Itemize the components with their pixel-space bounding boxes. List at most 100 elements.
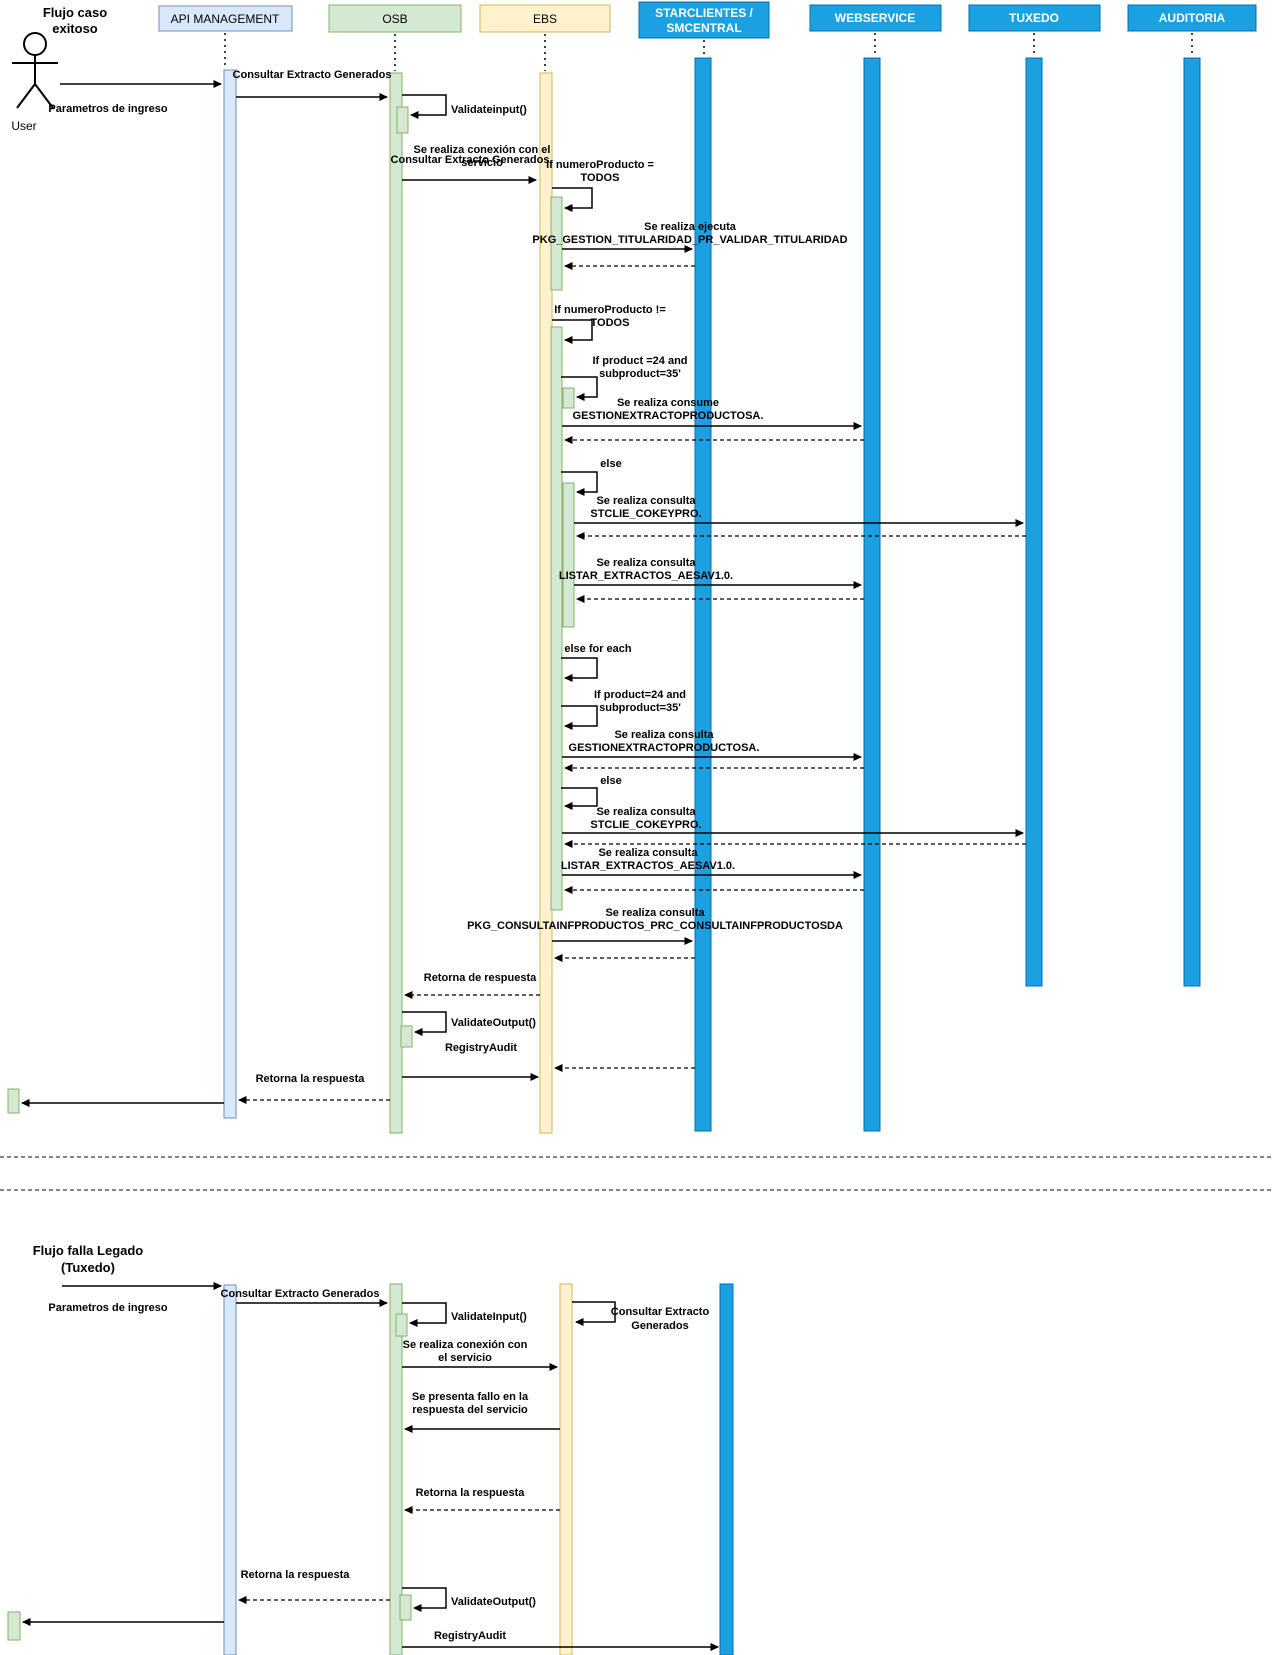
label-if-product24b-line1: If product=24 and: [594, 689, 686, 701]
label-validateinput-flow2: ValidateInput(): [451, 1311, 527, 1323]
header-starclientes-label1: STARCLIENTES /: [655, 6, 753, 20]
label-consulta-stclie1-line2: STCLIE_COKEYPRO.: [590, 508, 701, 520]
label-consulta-gestion-line1: Se realiza consulta: [614, 729, 714, 741]
header-ebs-label: EBS: [533, 12, 557, 26]
label-retorna-la-respuesta-1: Retorna la respuesta: [256, 1073, 366, 1085]
selfcall-ebs-product24: [561, 376, 598, 401]
label-if-product24-line2: subproduct=35': [599, 368, 681, 380]
label-parametros-ingreso: Parametros de ingreso: [48, 103, 167, 115]
label-validateinput: Validateinput(): [451, 104, 527, 116]
label-consultar-extracto-2: Consultar Extracto Generados: [391, 154, 550, 166]
label-else-2: else: [600, 775, 621, 787]
activation-tuxedo: [1025, 57, 1043, 987]
label-validateoutput-flow2: ValidateOutput(): [451, 1596, 536, 1608]
flow1-title-line2: exitoso: [52, 21, 98, 36]
header-webservice: [809, 4, 942, 32]
header-api-management: [158, 5, 293, 32]
activation-osb: [389, 72, 403, 1134]
header-api-management-label: API MANAGEMENT: [171, 12, 280, 26]
header-tuxedo-label: TUXEDO: [1009, 11, 1059, 25]
nested-activation-osb-validateoutput-flow2: [399, 1594, 412, 1621]
header-starclientes-label2: SMCENTRAL: [666, 21, 741, 35]
label-consulta-stclie1-line1: Se realiza consulta: [596, 495, 696, 507]
nested-activation-ebs-else: [562, 482, 575, 628]
activation-ebs: [539, 72, 553, 1134]
flow1: Flujo caso exitoso User API MANAGEMENT O…: [7, 1, 1257, 1134]
nested-activation-ebs-product24: [562, 387, 575, 409]
activation-webservice: [863, 57, 881, 1132]
nested-activation-osb-validateoutput: [400, 1025, 413, 1048]
label-consulta-stclie2-line1: Se realiza consulta: [596, 806, 696, 818]
selfcall-ebs-product24b: [561, 705, 598, 730]
selfcall-osb-validateoutput: [402, 1011, 447, 1036]
label-else-1: else: [600, 458, 621, 470]
label-retorna-de-respuesta: Retorna de respuesta: [424, 972, 537, 984]
label-consultainf-line1: Se realiza consulta: [605, 907, 705, 919]
activation-osb-flow2: [389, 1283, 403, 1655]
label-if-numeroproducto-neq: If numeroProducto !=: [554, 304, 666, 316]
label-ejecuta-line2: PKG_GESTION_TITULARIDAD_PR_VALIDAR_TITUL…: [532, 234, 847, 246]
activation-user-flow2: [7, 1611, 21, 1641]
flow2-title-line2: (Tuxedo): [61, 1260, 115, 1275]
header-tuxedo: [968, 4, 1101, 32]
header-osb-label: OSB: [382, 12, 407, 26]
label-registryaudit-1: RegistryAudit: [445, 1042, 517, 1054]
nested-activation-ebs-no-todos: [550, 326, 563, 911]
header-ebs: [479, 4, 611, 33]
selfcall-ebs-else-for-each: [561, 657, 598, 682]
nested-activation-ebs-todos: [550, 196, 563, 291]
selfcall-ebs-todos: [552, 187, 593, 212]
nested-activation-osb-validateinput: [396, 106, 409, 134]
label-conexion-line1-flow2: Se realiza conexión con: [403, 1339, 528, 1351]
label-conexion-line1: Se realiza conexión con el: [414, 144, 551, 156]
label-retorna-la-respuesta-ebs-flow2: Retorna la respuesta: [416, 1487, 526, 1499]
selfcall-ebs-no-todos: [552, 319, 593, 344]
activation-user: [7, 1088, 20, 1114]
activation-auditoria: [1183, 57, 1201, 987]
header-webservice-label: WEBSERVICE: [835, 11, 915, 25]
label-consultar-extracto-flow2: Consultar Extracto Generados: [221, 1288, 380, 1300]
activation-starclientes-flow2: [719, 1283, 734, 1655]
label-consume-line1: Se realiza consume: [617, 397, 719, 409]
user-actor-label: User: [11, 119, 36, 133]
label-if-product24-line1: If product =24 and: [592, 355, 687, 367]
label-else-for-each: else for each: [564, 643, 632, 655]
label-consulta-stclie2-line2: STCLIE_COKEYPRO.: [590, 819, 701, 831]
flow2: Flujo falla Legado (Tuxedo) Parametros d…: [7, 1243, 734, 1655]
activation-starclientes: [694, 57, 712, 1132]
label-fallo-line1-flow2: Se presenta fallo en la: [412, 1391, 529, 1403]
label-consulta-listar2-line1: Se realiza consulta: [598, 847, 698, 859]
label-consultainf-line2: PKG_CONSULTAINFPRODUCTOS_PRC_CONSULTAINF…: [467, 920, 843, 932]
flow1-title-line1: Flujo caso: [43, 5, 107, 20]
activation-api: [223, 69, 237, 1119]
label-consume-line2: GESTIONEXTRACTOPRODUCTOSA.: [573, 410, 764, 422]
selfcall-osb-validateinput-flow2: [402, 1302, 447, 1327]
nested-activation-osb-validateinput-flow2: [395, 1313, 408, 1337]
label-ebs-consultar-line2-flow2: Generados: [631, 1320, 688, 1332]
label-consultar-extracto-1: Consultar Extracto Generados: [233, 69, 392, 81]
user-actor-icon: [12, 32, 58, 109]
activation-ebs-flow2: [559, 1283, 573, 1655]
label-consulta-listar2-line2: LISTAR_EXTRACTOS_AESAV1.0.: [561, 860, 735, 872]
label-ebs-consultar-line1-flow2: Consultar Extracto: [611, 1306, 710, 1318]
label-if-numeroproducto-eq-todos: TODOS: [581, 172, 620, 184]
header-starclientes: [638, 1, 770, 39]
label-validateoutput: ValidateOutput(): [451, 1017, 536, 1029]
label-conexion-line2: servicio: [461, 157, 503, 169]
label-ejecuta-line1: Se realiza ejecuta: [644, 221, 737, 233]
label-retorna-la-respuesta-osb-flow2: Retorna la respuesta: [241, 1569, 351, 1581]
header-osb: [328, 4, 462, 33]
selfcall-osb-validateoutput-flow2: [402, 1587, 447, 1612]
selfcall-osb-validateinput: [402, 94, 447, 119]
selfcall-ebs-else-1: [561, 471, 598, 496]
selfcall-ebs-else-2: [561, 787, 598, 810]
header-auditoria: [1127, 4, 1257, 32]
label-if-numeroproducto-eq: If numeroProducto =: [546, 159, 654, 171]
label-consulta-listar1-line1: Se realiza consulta: [596, 557, 696, 569]
label-conexion-line2-flow2: el servicio: [438, 1352, 492, 1364]
header-auditoria-label: AUDITORIA: [1159, 11, 1226, 25]
label-registryaudit-flow2: RegistryAudit: [434, 1630, 506, 1642]
label-if-product24b-line2: subproduct=35': [599, 702, 681, 714]
